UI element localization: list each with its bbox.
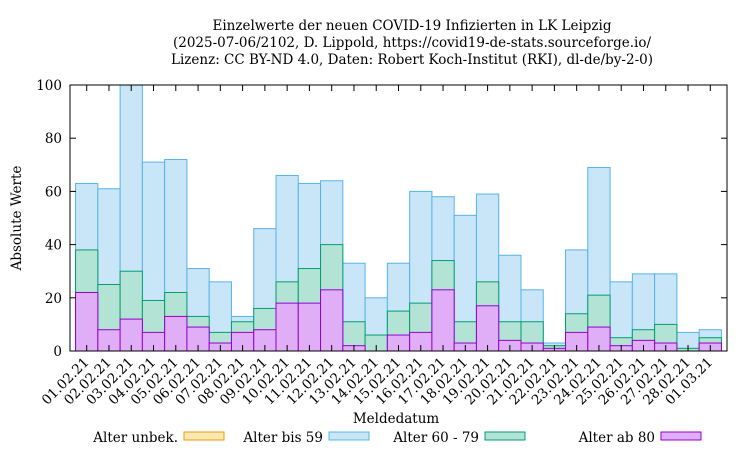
bar-alter-ab-80-01.02.21 (75, 291, 99, 352)
x-axis-label: Meldedatum (353, 411, 440, 427)
legend-swatch (484, 431, 526, 441)
title-line-1: Einzelwerte der neuen COVID-19 Infiziert… (212, 18, 611, 34)
legend-swatch (183, 431, 225, 441)
legend: Alter unbek. Alter bis 59 Alter 60 - 79 Alt… (92, 430, 702, 446)
bar-alter-ab-80-19.02.21 (475, 305, 500, 352)
bar-alter-ab-80-10.02.21 (275, 302, 299, 352)
bar-alter-ab-80-17.02.21 (431, 289, 455, 352)
legend-label: Alter ab 80 (578, 430, 655, 446)
y-tick-label: 20 (45, 291, 62, 307)
legend-swatch (660, 431, 702, 441)
title-line-3: Lizenz: CC BY-ND 4.0, Daten: Robert Koch… (171, 52, 653, 68)
y-tick-label: 80 (45, 131, 62, 147)
legend-label: Alter bis 59 (242, 430, 323, 446)
y-tick-label: 0 (53, 344, 62, 360)
axes-layer: 02040608010001.02.2102.02.2103.02.2104.0… (36, 78, 728, 408)
y-tick-label: 40 (45, 238, 62, 254)
bar-alter-ab-80-12.02.21 (320, 289, 344, 352)
bar-alter-ab-80-11.02.21 (297, 302, 322, 352)
legend-label: Alter unbek. (92, 430, 178, 446)
chart-title: Einzelwerte der neuen COVID-19 Infiziert… (171, 18, 653, 68)
bars-layer (75, 84, 722, 352)
y-tick-label: 100 (36, 78, 62, 94)
legend-swatch (328, 431, 370, 441)
y-tick-label: 60 (45, 184, 62, 200)
title-line-2: (2025-07-06/2102, D. Lippold, https://co… (173, 35, 651, 51)
legend-label: Alter 60 - 79 (392, 430, 479, 446)
y-axis-label: Absolute Werte (9, 166, 25, 272)
